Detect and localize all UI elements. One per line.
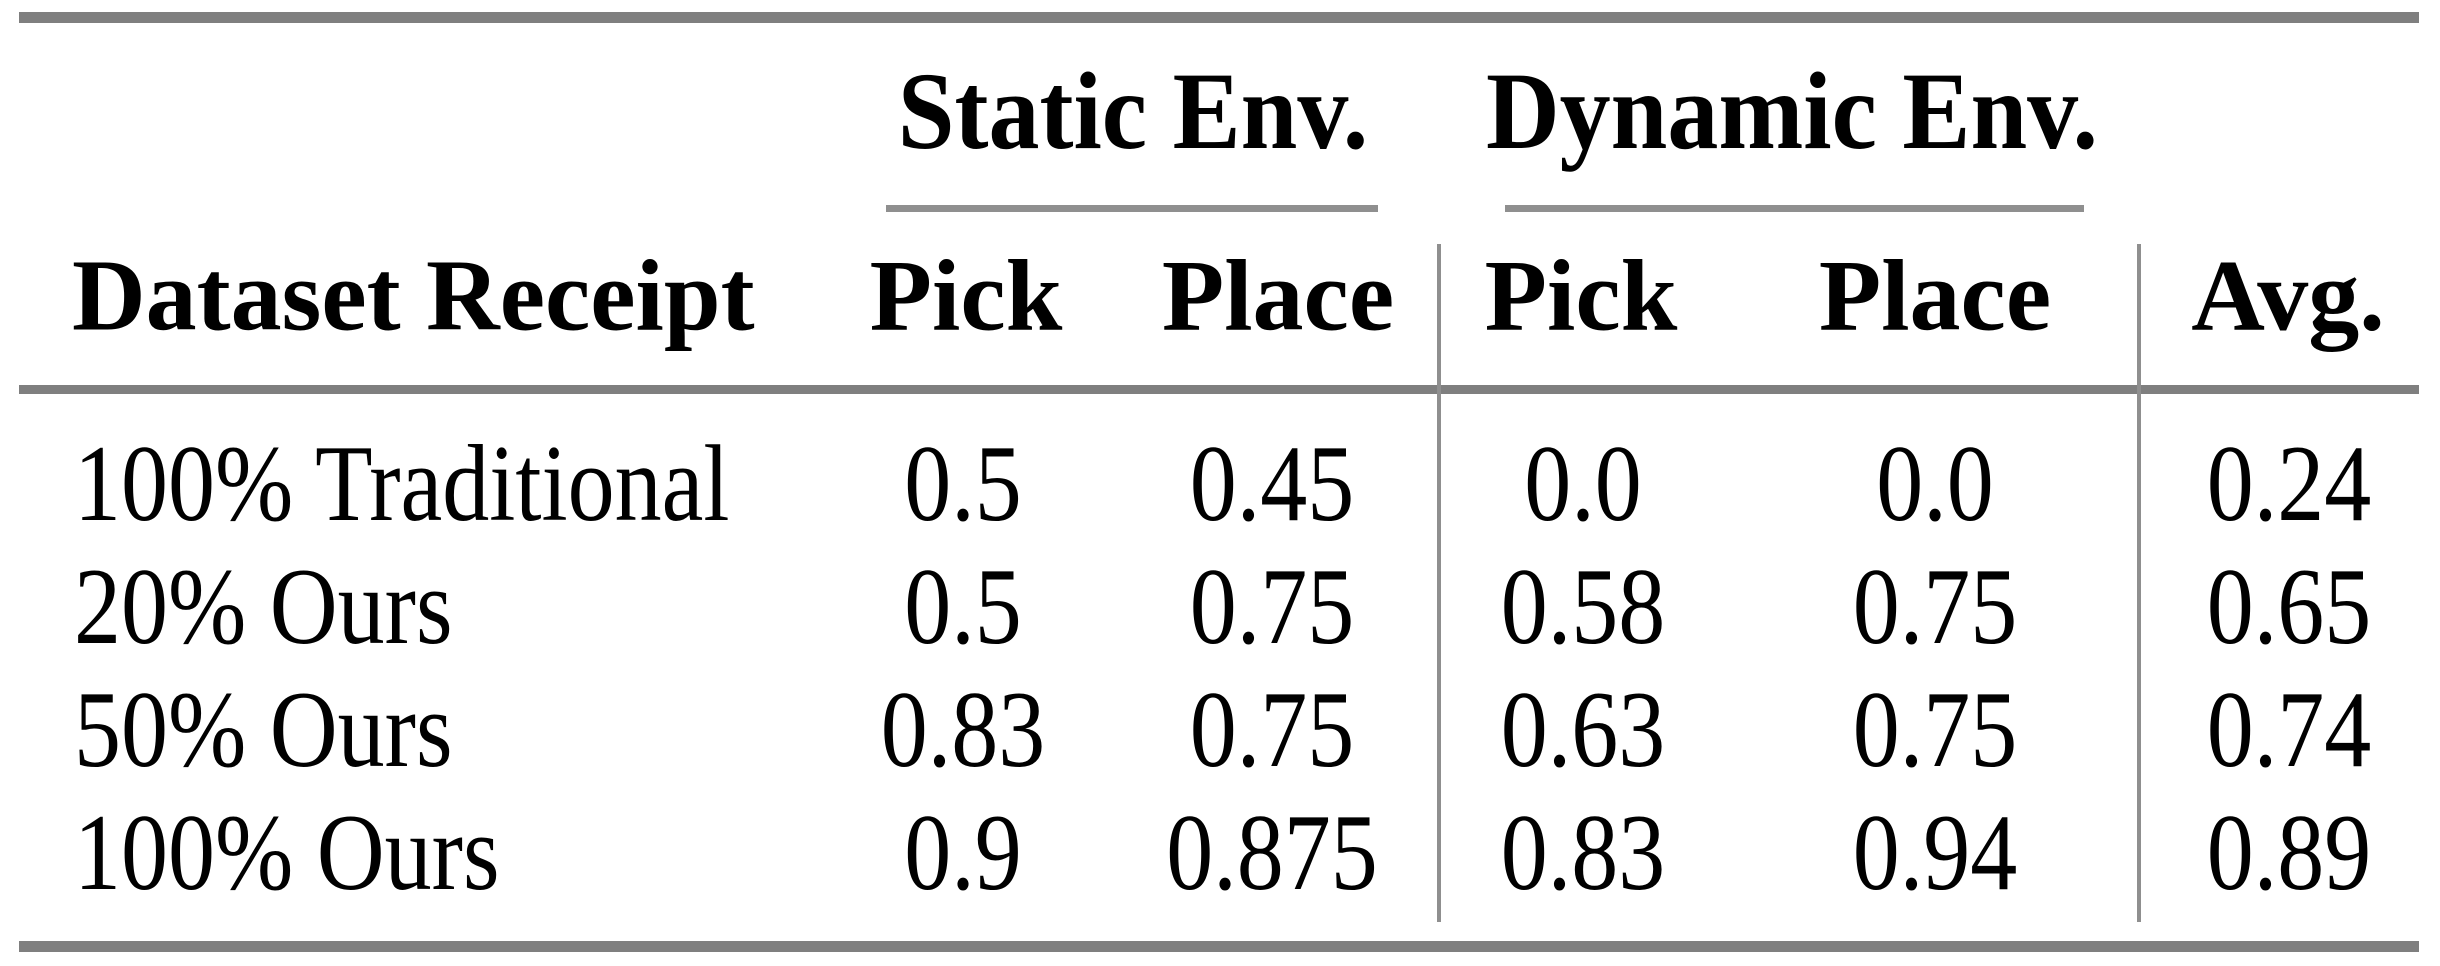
static-place-value: 0.75 bbox=[1189, 546, 1355, 668]
avg-value: 0.24 bbox=[2206, 423, 2372, 545]
static-place-value: 0.75 bbox=[1189, 669, 1355, 791]
row-label: 100% Ours bbox=[74, 792, 500, 914]
row-label: 100% Traditional bbox=[74, 423, 730, 545]
static-place-value: 0.45 bbox=[1189, 423, 1355, 545]
row-label: 20% Ours bbox=[74, 546, 453, 668]
column-separator-1 bbox=[1437, 244, 1441, 922]
static-env-underline bbox=[886, 205, 1378, 212]
dynamic-place-value: 0.75 bbox=[1852, 546, 2018, 668]
dynamic-place-value: 0.0 bbox=[1876, 423, 1994, 545]
dynamic-pick-value: 0.83 bbox=[1500, 792, 1666, 914]
group-header-dynamic-env: Dynamic Env. bbox=[1485, 50, 2099, 174]
column-header-dataset-receipt: Dataset Receipt bbox=[72, 239, 755, 353]
static-place-value: 0.875 bbox=[1166, 792, 1378, 914]
avg-value: 0.89 bbox=[2206, 792, 2372, 914]
dynamic-pick-value: 0.0 bbox=[1524, 423, 1642, 545]
static-pick-value: 0.9 bbox=[904, 792, 1022, 914]
column-header-dynamic-pick: Pick bbox=[1484, 239, 1678, 353]
static-pick-value: 0.83 bbox=[880, 669, 1046, 791]
avg-value: 0.74 bbox=[2206, 669, 2372, 791]
dynamic-place-value: 0.94 bbox=[1852, 792, 2018, 914]
column-header-dynamic-place: Place bbox=[1818, 239, 2052, 353]
column-separator-2 bbox=[2137, 244, 2141, 922]
dynamic-place-value: 0.75 bbox=[1852, 669, 2018, 791]
row-label: 50% Ours bbox=[74, 669, 453, 791]
group-header-static-env: Static Env. bbox=[897, 50, 1369, 174]
table-bottom-rule bbox=[19, 941, 2419, 952]
column-header-avg: Avg. bbox=[2191, 239, 2385, 353]
dynamic-pick-value: 0.63 bbox=[1500, 669, 1666, 791]
dynamic-pick-value: 0.58 bbox=[1500, 546, 1666, 668]
static-pick-value: 0.5 bbox=[904, 546, 1022, 668]
table-top-rule bbox=[19, 12, 2419, 23]
column-header-static-pick: Pick bbox=[869, 239, 1063, 353]
dynamic-env-underline bbox=[1505, 205, 2084, 212]
table-header-rule bbox=[19, 385, 2419, 394]
static-pick-value: 0.5 bbox=[904, 423, 1022, 545]
avg-value: 0.65 bbox=[2206, 546, 2372, 668]
column-header-static-place: Place bbox=[1161, 239, 1395, 353]
